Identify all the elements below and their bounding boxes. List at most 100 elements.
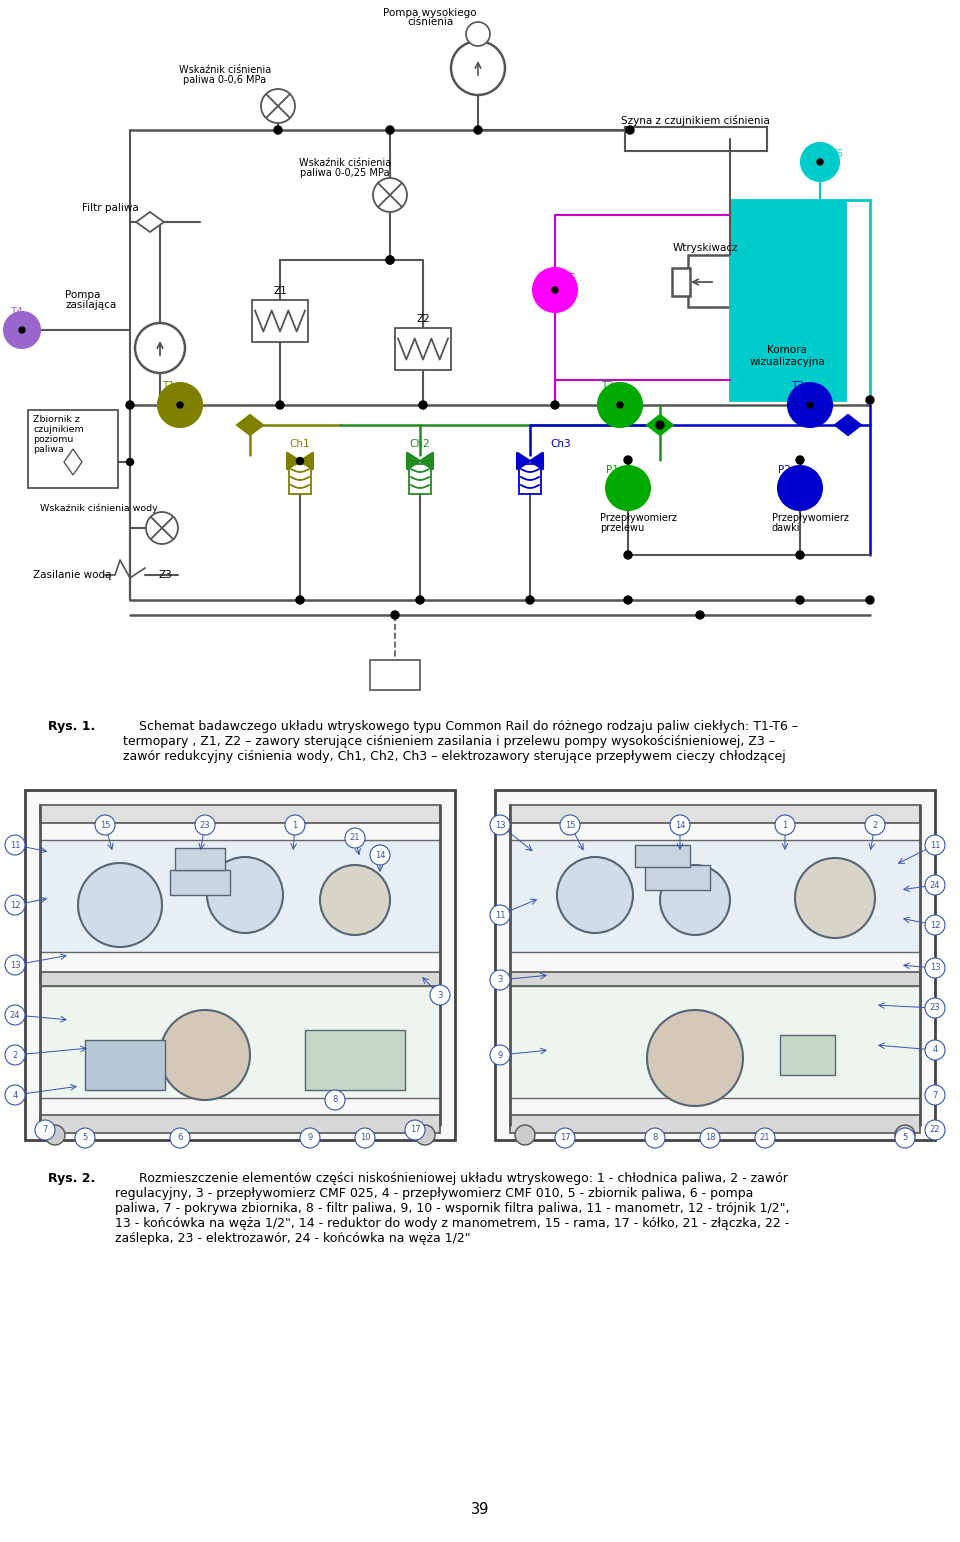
Polygon shape: [647, 415, 673, 435]
Circle shape: [78, 864, 162, 947]
Polygon shape: [64, 449, 82, 475]
Circle shape: [95, 816, 115, 836]
Circle shape: [386, 126, 394, 134]
Circle shape: [796, 597, 804, 604]
Bar: [510, 971, 920, 985]
Circle shape: [5, 836, 25, 854]
Text: Ch2: Ch2: [410, 439, 430, 449]
Circle shape: [866, 597, 874, 604]
Circle shape: [45, 1126, 65, 1146]
Bar: [688, 254, 730, 307]
Polygon shape: [237, 415, 263, 435]
Text: 17: 17: [560, 1133, 570, 1143]
Text: P2: P2: [778, 466, 791, 475]
Bar: [510, 1115, 920, 1133]
Text: Schemat badawczego układu wtryskowego typu Common Rail do różnego rodzaju paliw : Schemat badawczego układu wtryskowego ty…: [115, 720, 798, 763]
Circle shape: [451, 42, 505, 96]
Circle shape: [297, 458, 303, 464]
Text: 14: 14: [675, 820, 685, 830]
Circle shape: [775, 816, 795, 836]
Bar: [510, 805, 920, 822]
Text: wizualizacyjna: wizualizacyjna: [749, 358, 825, 367]
Circle shape: [135, 322, 185, 373]
Circle shape: [386, 256, 394, 264]
Bar: [40, 985, 440, 1098]
Circle shape: [865, 816, 885, 836]
Circle shape: [645, 1129, 665, 1147]
Text: 24: 24: [929, 880, 940, 890]
Text: Pompa wysokiego: Pompa wysokiego: [383, 8, 477, 19]
Bar: [289, 464, 311, 493]
Bar: [25, 790, 455, 1140]
Circle shape: [207, 857, 283, 933]
Bar: [510, 985, 920, 1098]
Bar: [252, 301, 308, 342]
Circle shape: [560, 816, 580, 836]
Text: Wskaźnik ciśnienia: Wskaźnik ciśnienia: [179, 65, 271, 76]
Circle shape: [801, 143, 839, 180]
Circle shape: [551, 401, 559, 409]
Text: T1: T1: [162, 381, 175, 392]
Text: 4: 4: [932, 1045, 938, 1055]
Text: Zasilanie wodą: Zasilanie wodą: [33, 571, 111, 580]
Circle shape: [552, 287, 558, 293]
Circle shape: [416, 597, 424, 604]
Circle shape: [274, 126, 282, 134]
Circle shape: [866, 396, 874, 404]
Circle shape: [624, 550, 632, 560]
Text: 21: 21: [759, 1133, 770, 1143]
Circle shape: [925, 914, 945, 934]
Circle shape: [5, 1045, 25, 1066]
Bar: [495, 790, 935, 1140]
Circle shape: [5, 894, 25, 914]
Circle shape: [925, 1119, 945, 1140]
Polygon shape: [300, 452, 313, 469]
Text: 9: 9: [307, 1133, 313, 1143]
Text: 5: 5: [902, 1133, 907, 1143]
Text: ciśnienia: ciśnienia: [407, 17, 453, 28]
Circle shape: [807, 402, 813, 409]
Text: czujnikiem: czujnikiem: [33, 426, 84, 435]
Text: 12: 12: [929, 921, 940, 930]
Text: 15: 15: [564, 820, 575, 830]
Circle shape: [788, 382, 832, 427]
Circle shape: [474, 126, 482, 134]
Circle shape: [296, 597, 304, 604]
Text: 21: 21: [349, 834, 360, 842]
Text: P1: P1: [606, 466, 619, 475]
Polygon shape: [835, 415, 861, 435]
Circle shape: [19, 327, 25, 333]
Circle shape: [557, 857, 633, 933]
Text: 22: 22: [929, 1126, 940, 1135]
Circle shape: [700, 1129, 720, 1147]
Text: 2: 2: [12, 1050, 17, 1059]
Circle shape: [490, 970, 510, 990]
Circle shape: [624, 597, 632, 604]
Text: 6: 6: [178, 1133, 182, 1143]
Circle shape: [526, 597, 534, 604]
Text: T5: T5: [563, 273, 576, 284]
Text: 13: 13: [494, 820, 505, 830]
Circle shape: [796, 456, 804, 464]
Text: 23: 23: [200, 820, 210, 830]
Bar: [40, 805, 440, 822]
Circle shape: [177, 402, 183, 409]
Circle shape: [617, 402, 623, 409]
Text: Ch3: Ch3: [550, 439, 570, 449]
Text: 11: 11: [10, 840, 20, 850]
Bar: [519, 464, 541, 493]
Text: 7: 7: [42, 1126, 48, 1135]
Circle shape: [533, 268, 577, 311]
Circle shape: [415, 1126, 435, 1146]
Bar: [305, 1030, 405, 1090]
Bar: [40, 1115, 440, 1133]
Circle shape: [5, 1086, 25, 1106]
Circle shape: [195, 816, 215, 836]
Text: Z2: Z2: [416, 315, 430, 324]
Text: 13: 13: [929, 964, 940, 973]
Circle shape: [261, 89, 295, 123]
Text: 1: 1: [293, 820, 298, 830]
Bar: [40, 840, 440, 951]
Polygon shape: [420, 452, 433, 469]
Text: 1: 1: [782, 820, 787, 830]
